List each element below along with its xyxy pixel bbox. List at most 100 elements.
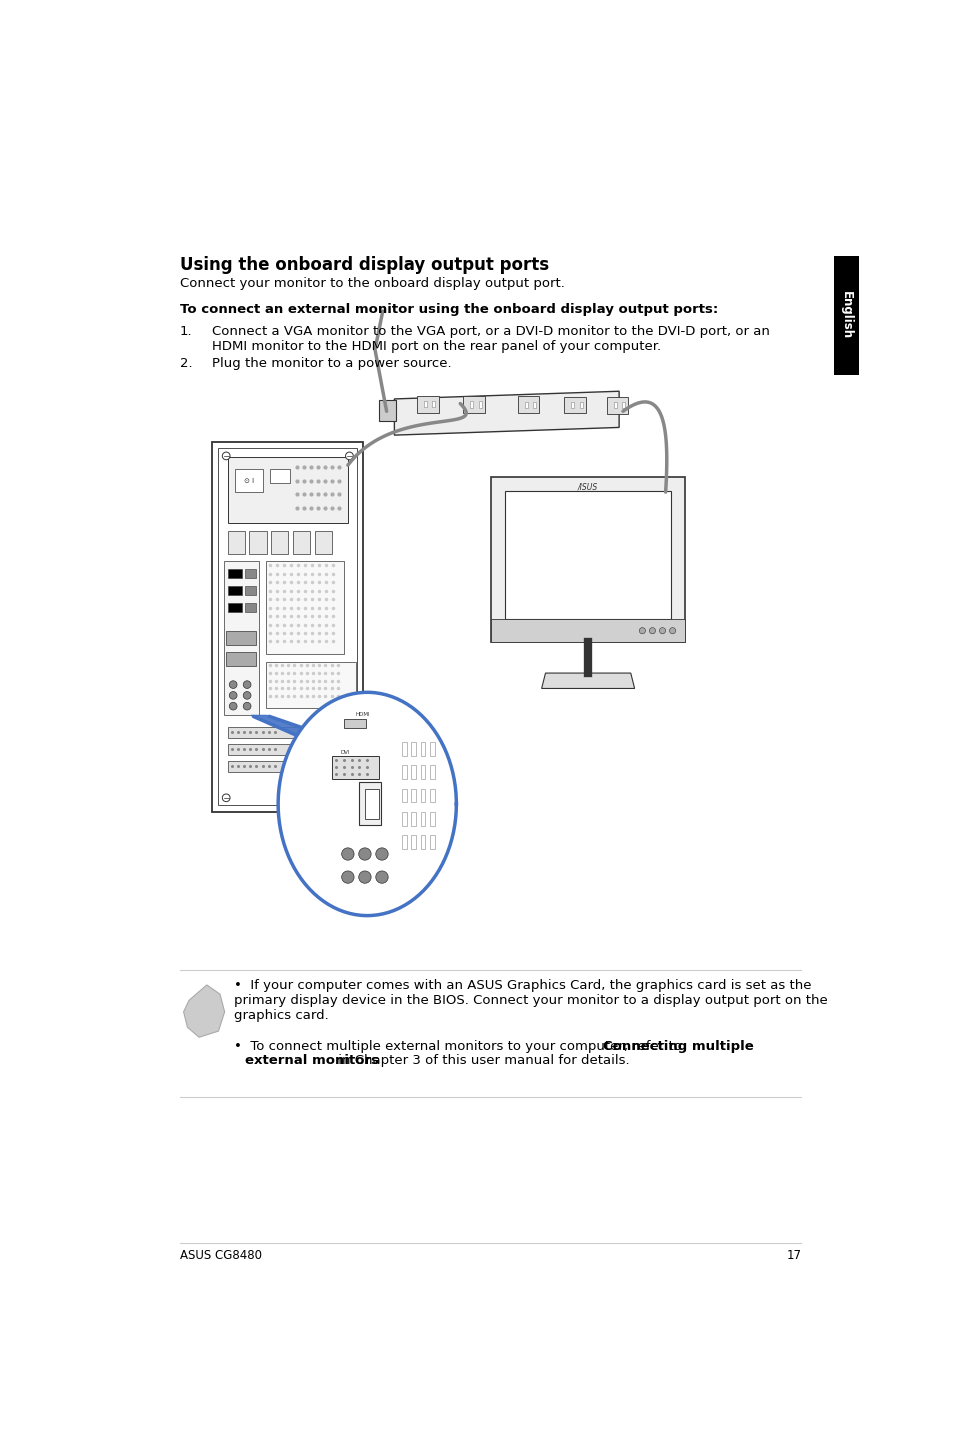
Bar (266, 661, 355, 707)
Bar (245, 587, 255, 595)
Bar (533, 401, 536, 408)
Bar (470, 401, 473, 407)
Text: ⊙ I: ⊙ I (243, 477, 253, 483)
Bar (411, 742, 416, 756)
Circle shape (358, 848, 371, 860)
Text: Connect your monitor to the onboard display output port.: Connect your monitor to the onboard disp… (179, 276, 564, 289)
Circle shape (375, 848, 388, 860)
Bar (478, 401, 481, 407)
Bar (411, 835, 416, 848)
Bar (420, 835, 425, 848)
Bar (505, 490, 670, 620)
Text: •  To connect multiple external monitors to your computer, refer to: • To connect multiple external monitors … (233, 1040, 685, 1054)
Bar (420, 742, 425, 756)
Bar (579, 403, 582, 408)
Text: /ISUS: /ISUS (578, 483, 598, 492)
Bar (228, 531, 245, 554)
Circle shape (222, 794, 230, 801)
Bar (344, 719, 365, 729)
Text: 17: 17 (785, 1250, 801, 1263)
Bar (218, 449, 356, 805)
Bar (411, 765, 416, 779)
Circle shape (345, 794, 353, 801)
Bar (228, 728, 355, 738)
Circle shape (243, 702, 251, 710)
Circle shape (243, 680, 251, 689)
Bar (228, 761, 355, 772)
Bar (491, 620, 684, 643)
Bar (226, 631, 255, 644)
Bar (430, 788, 435, 802)
Circle shape (222, 452, 230, 460)
Text: HDMI: HDMI (355, 712, 370, 716)
Text: •  If your computer comes with an ASUS Graphics Card, the graphics card is set a: • If your computer comes with an ASUS Gr… (233, 979, 827, 1022)
Text: Connecting multiple: Connecting multiple (602, 1040, 753, 1054)
Circle shape (229, 702, 236, 710)
Bar (293, 531, 310, 554)
Text: DVI: DVI (340, 751, 349, 755)
Bar (314, 531, 332, 554)
Text: Plug the monitor to a power source.: Plug the monitor to a power source. (212, 358, 452, 371)
Bar (411, 788, 416, 802)
Bar (517, 397, 538, 413)
Polygon shape (183, 985, 224, 1037)
Bar (365, 788, 378, 820)
Circle shape (341, 871, 354, 883)
Bar (563, 397, 585, 414)
Circle shape (229, 692, 236, 699)
Polygon shape (394, 391, 618, 436)
Bar (491, 477, 684, 643)
Circle shape (659, 627, 665, 634)
Text: 1.: 1. (179, 325, 193, 338)
Bar (212, 441, 363, 811)
Bar (224, 561, 258, 716)
Bar (359, 782, 381, 825)
Bar (270, 469, 290, 483)
Polygon shape (251, 716, 367, 758)
Bar (430, 835, 435, 848)
Text: Using the onboard display output ports: Using the onboard display output ports (179, 256, 548, 273)
Bar (228, 587, 241, 595)
Bar (613, 403, 617, 408)
Bar (430, 742, 435, 756)
Text: English: English (839, 292, 852, 339)
Bar (420, 765, 425, 779)
Bar (571, 403, 574, 408)
Circle shape (649, 627, 655, 634)
Bar (226, 653, 255, 666)
Bar (332, 756, 378, 779)
Bar (416, 395, 438, 413)
Circle shape (358, 871, 371, 883)
Bar (228, 743, 355, 755)
Bar (228, 603, 241, 613)
Bar (228, 457, 348, 523)
Bar (621, 403, 624, 408)
Circle shape (639, 627, 645, 634)
Bar (249, 531, 266, 554)
Text: To connect an external monitor using the onboard display output ports:: To connect an external monitor using the… (179, 303, 718, 316)
Bar (432, 401, 435, 407)
Circle shape (669, 627, 675, 634)
Circle shape (341, 848, 354, 860)
Bar (833, 256, 858, 375)
Bar (402, 811, 406, 825)
Bar (228, 569, 241, 578)
Bar (606, 397, 628, 414)
Bar (402, 788, 406, 802)
Circle shape (345, 452, 353, 460)
Polygon shape (278, 692, 456, 916)
Circle shape (229, 680, 236, 689)
Bar (378, 400, 395, 420)
Bar (271, 531, 288, 554)
Text: in Chapter 3 of this user manual for details.: in Chapter 3 of this user manual for det… (334, 1054, 629, 1067)
Text: ASUS CG8480: ASUS CG8480 (179, 1250, 261, 1263)
Bar (266, 561, 344, 654)
Bar (402, 765, 406, 779)
Bar (423, 401, 427, 407)
Bar (245, 569, 255, 578)
Bar (411, 811, 416, 825)
Bar (235, 469, 262, 492)
Bar (430, 811, 435, 825)
Bar (463, 395, 484, 413)
Bar (420, 811, 425, 825)
